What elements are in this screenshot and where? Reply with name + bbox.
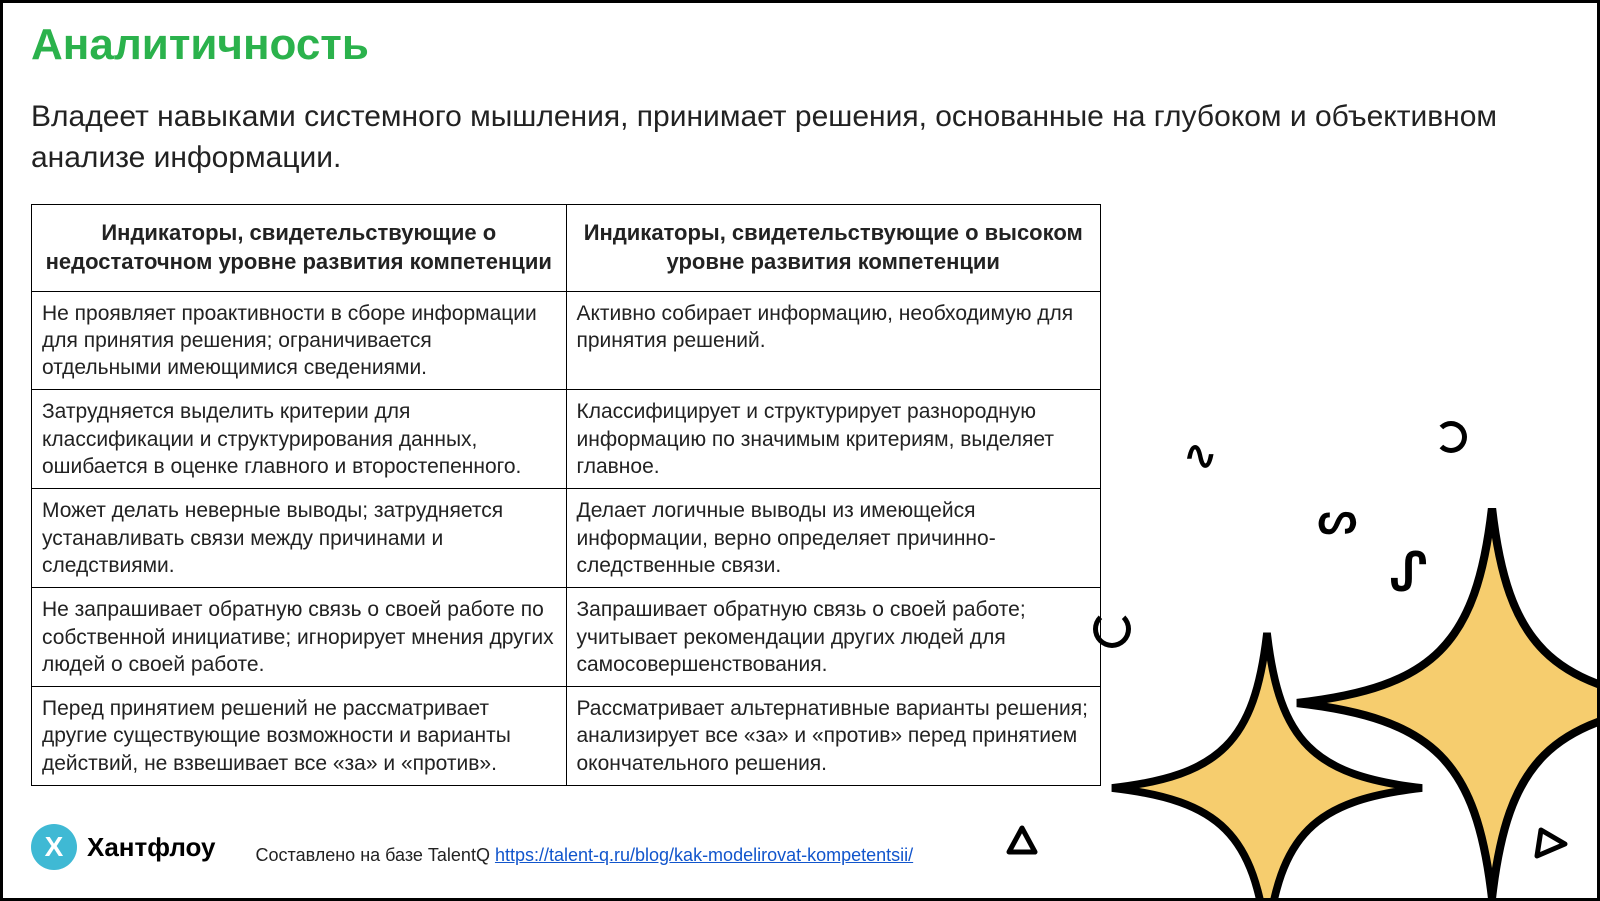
squiggle-icon: ∿	[1183, 433, 1217, 479]
table-row: Может делать неверные выводы; затрудняет…	[32, 489, 1101, 588]
footer: X Хантфлоу Составлено на базе TalentQ ht…	[31, 824, 913, 870]
table-row: Затрудняется выделить критерии для класс…	[32, 390, 1101, 489]
logo-text: Хантфлоу	[87, 832, 216, 863]
triangle-icon	[1003, 824, 1041, 858]
cell-high: Активно собирает информацию, необходимую…	[566, 291, 1101, 390]
squiggle-icon: ᔕ	[1318, 493, 1357, 544]
cell-low: Может делать неверные выводы; затрудняет…	[32, 489, 567, 588]
table-header-high: Индикаторы, свидетельствующие о высоком …	[566, 205, 1101, 291]
sparkle-stars-icon	[1097, 508, 1600, 901]
ring-icon	[1435, 421, 1467, 453]
cell-low: Перед принятием решений не рассматривает…	[32, 687, 567, 786]
cell-low: Не проявляет проактивности в сборе инфор…	[32, 291, 567, 390]
table-row: Не проявляет проактивности в сборе инфор…	[32, 291, 1101, 390]
table-header-low: Индикаторы, свидетельствующие о недостат…	[32, 205, 567, 291]
cell-low: Затрудняется выделить критерии для класс…	[32, 390, 567, 489]
source-line: Составлено на базе TalentQ https://talen…	[256, 845, 914, 870]
cell-high: Классифицирует и структурирует разнородн…	[566, 390, 1101, 489]
page-subtitle: Владеет навыками системного мышления, пр…	[31, 97, 1569, 178]
source-prefix: Составлено на базе TalentQ	[256, 845, 495, 865]
slide: Аналитичность Владеет навыками системног…	[0, 0, 1600, 901]
cell-high: Делает логичные выводы из имеющейся инфо…	[566, 489, 1101, 588]
cell-low: Не запрашивает обратную связь о своей ра…	[32, 588, 567, 687]
logo: X Хантфлоу	[31, 824, 216, 870]
table-header-row: Индикаторы, свидетельствующие о недостат…	[32, 205, 1101, 291]
logo-icon: X	[31, 824, 77, 870]
competency-table: Индикаторы, свидетельствующие о недостат…	[31, 204, 1101, 786]
source-link[interactable]: https://talent-q.ru/blog/kak-modelirovat…	[495, 845, 913, 865]
triangle-icon	[1531, 826, 1571, 862]
squiggle-icon: ᔑ	[1390, 543, 1427, 603]
table-row: Перед принятием решений не рассматривает…	[32, 687, 1101, 786]
cell-high: Рассматривает альтернативные варианты ре…	[566, 687, 1101, 786]
page-title: Аналитичность	[31, 21, 1569, 69]
cell-high: Запрашивает обратную связь о своей работ…	[566, 588, 1101, 687]
competency-table-wrap: Индикаторы, свидетельствующие о недостат…	[31, 204, 1101, 786]
table-row: Не запрашивает обратную связь о своей ра…	[32, 588, 1101, 687]
